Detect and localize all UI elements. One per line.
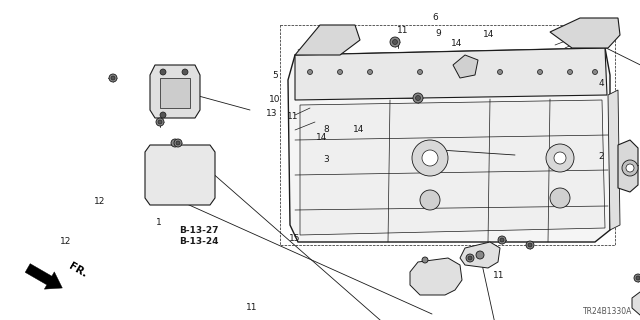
Circle shape: [415, 95, 420, 100]
Text: 14: 14: [451, 39, 462, 48]
Polygon shape: [288, 48, 610, 242]
Text: B-13-24: B-13-24: [179, 237, 218, 246]
Polygon shape: [160, 78, 190, 108]
Circle shape: [160, 112, 166, 118]
Circle shape: [160, 69, 166, 75]
Text: 4: 4: [599, 79, 604, 88]
Text: 2: 2: [599, 152, 604, 161]
Circle shape: [412, 140, 448, 176]
Polygon shape: [410, 258, 462, 295]
Circle shape: [109, 74, 117, 82]
Polygon shape: [295, 48, 607, 100]
Polygon shape: [25, 264, 62, 289]
Circle shape: [500, 238, 504, 242]
Circle shape: [550, 188, 570, 208]
Text: 6: 6: [433, 13, 438, 22]
Text: 14: 14: [353, 125, 364, 134]
Text: 10: 10: [269, 95, 281, 104]
Circle shape: [476, 251, 484, 259]
Text: FR.: FR.: [67, 261, 89, 279]
Text: TR24B1330A: TR24B1330A: [582, 307, 632, 316]
Text: 11: 11: [397, 26, 409, 35]
Text: 13: 13: [266, 109, 277, 118]
Circle shape: [634, 274, 640, 282]
Circle shape: [568, 69, 573, 75]
Text: 11: 11: [493, 271, 505, 280]
Text: 9: 9: [436, 29, 441, 38]
Text: 7: 7: [439, 264, 444, 273]
Circle shape: [420, 190, 440, 210]
Text: 11: 11: [287, 112, 299, 121]
Circle shape: [497, 69, 502, 75]
Circle shape: [182, 69, 188, 75]
Circle shape: [526, 241, 534, 249]
Circle shape: [413, 93, 423, 103]
Polygon shape: [145, 145, 215, 205]
Text: 14: 14: [483, 30, 494, 39]
Circle shape: [390, 37, 400, 47]
Polygon shape: [632, 288, 640, 315]
Text: 1: 1: [156, 218, 161, 227]
Circle shape: [546, 144, 574, 172]
Circle shape: [171, 139, 179, 147]
Circle shape: [622, 160, 638, 176]
Circle shape: [593, 69, 598, 75]
Circle shape: [422, 150, 438, 166]
Text: 12: 12: [93, 197, 105, 206]
Text: 12: 12: [60, 237, 72, 246]
Circle shape: [498, 236, 506, 244]
Circle shape: [111, 76, 115, 80]
Circle shape: [337, 69, 342, 75]
Polygon shape: [460, 242, 500, 268]
Circle shape: [174, 139, 182, 147]
Polygon shape: [295, 25, 360, 55]
Text: 14: 14: [316, 133, 328, 142]
Polygon shape: [300, 100, 605, 235]
Circle shape: [554, 152, 566, 164]
Circle shape: [417, 69, 422, 75]
Circle shape: [466, 254, 474, 262]
Circle shape: [626, 164, 634, 172]
Circle shape: [156, 118, 164, 126]
Circle shape: [468, 256, 472, 260]
Polygon shape: [618, 140, 638, 192]
Circle shape: [538, 69, 543, 75]
Polygon shape: [150, 65, 200, 118]
Text: 3: 3: [324, 156, 329, 164]
Polygon shape: [453, 55, 478, 78]
Circle shape: [528, 243, 532, 247]
Text: 11: 11: [246, 303, 257, 312]
Text: 8: 8: [324, 125, 329, 134]
Circle shape: [307, 69, 312, 75]
Circle shape: [636, 276, 640, 280]
Circle shape: [367, 69, 372, 75]
Circle shape: [458, 69, 463, 75]
Polygon shape: [550, 18, 620, 48]
Circle shape: [392, 39, 397, 44]
Text: B-13-27: B-13-27: [179, 226, 218, 235]
Polygon shape: [608, 90, 620, 230]
Circle shape: [422, 257, 428, 263]
Text: 15: 15: [289, 234, 300, 243]
Text: 5: 5: [273, 71, 278, 80]
Circle shape: [176, 141, 180, 145]
Circle shape: [158, 120, 162, 124]
